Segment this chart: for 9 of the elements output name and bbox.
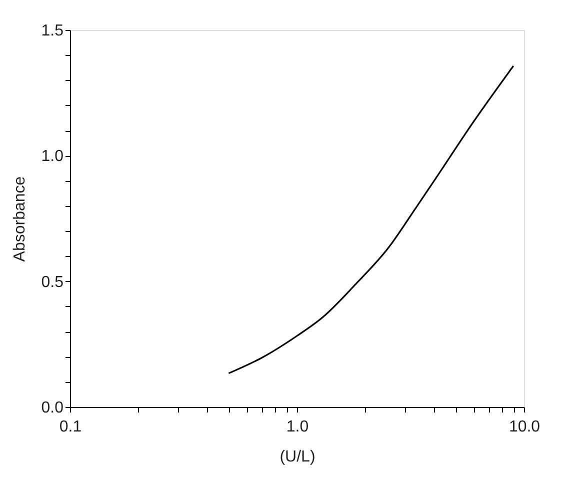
x-tick-label: 1.0 [286,418,309,436]
x-tick-label: 10.0 [508,418,540,436]
y-tick-label: 0.5 [41,274,64,291]
y-tick-label: 0.0 [41,400,64,416]
x-axis-title: (U/L) [280,448,316,466]
y-axis-title: Absorbance [11,176,28,262]
x-tick-label: 0.1 [59,418,82,436]
y-tick-label: 1.0 [41,148,64,166]
y-tick-label: 1.5 [41,22,64,40]
